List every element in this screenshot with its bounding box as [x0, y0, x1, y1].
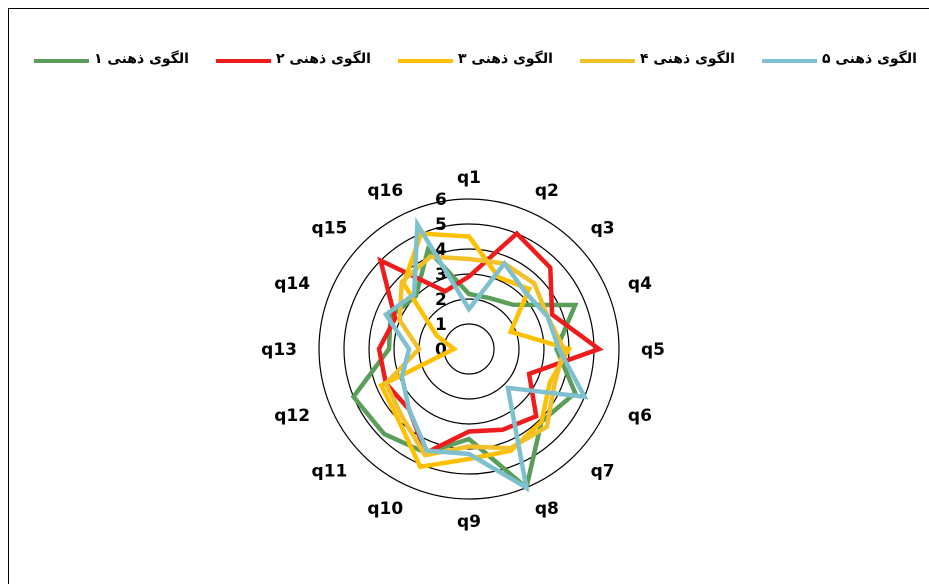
gridline-ring-6	[318, 198, 620, 500]
category-label-q11: q11	[312, 462, 348, 482]
gridline-ring-2	[418, 298, 520, 400]
category-label-q5: q5	[641, 340, 665, 360]
radial-tick-label-2: 2	[435, 290, 447, 310]
category-label-q8: q8	[535, 499, 559, 519]
category-label-q9: q9	[457, 512, 481, 532]
category-label-q2: q2	[535, 181, 559, 201]
legend-label-series-1: الگوی ذهنی ۱	[94, 51, 189, 67]
category-label-q4: q4	[628, 274, 652, 294]
legend-label-series-3: الگوی ذهنی ۳	[458, 51, 553, 67]
chart-frame	[8, 8, 929, 584]
legend-swatch-series-1	[34, 59, 89, 63]
category-label-q13: q13	[261, 340, 297, 360]
series-line-5	[382, 216, 589, 493]
radial-tick-label-1: 1	[435, 315, 447, 335]
legend-swatch-series-5	[762, 59, 817, 63]
legend-swatch-series-4	[580, 59, 635, 63]
category-label-q15: q15	[312, 218, 348, 238]
radial-tick-label-5: 5	[435, 215, 447, 235]
category-label-q3: q3	[591, 218, 615, 238]
radial-tick-label-3: 3	[435, 265, 447, 285]
category-label-q1: q1	[457, 168, 481, 188]
category-label-q16: q16	[367, 181, 403, 201]
gridline-ring-1	[443, 323, 495, 375]
category-label-q6: q6	[628, 406, 652, 426]
series-line-2	[376, 230, 604, 457]
category-label-q12: q12	[274, 406, 310, 426]
series-line-3	[378, 231, 573, 470]
legend-label-series-5: الگوی ذهنی ۵	[822, 51, 917, 67]
radial-tick-label-6: 6	[435, 190, 447, 210]
category-label-q10: q10	[367, 499, 403, 519]
legend: الگوی ذهنی ۱ الگوی ذهنی ۲ الگوی ذهنی ۳ ا…	[34, 49, 929, 71]
category-label-q14: q14	[274, 274, 310, 294]
legend-swatch-series-2	[216, 59, 271, 63]
category-label-q7: q7	[591, 462, 615, 482]
series-line-4	[383, 254, 567, 458]
legend-label-series-4: الگوی ذهنی ۴	[640, 51, 735, 67]
legend-label-series-2: الگوی ذهنی ۲	[276, 51, 371, 67]
legend-swatch-series-3	[398, 59, 453, 63]
